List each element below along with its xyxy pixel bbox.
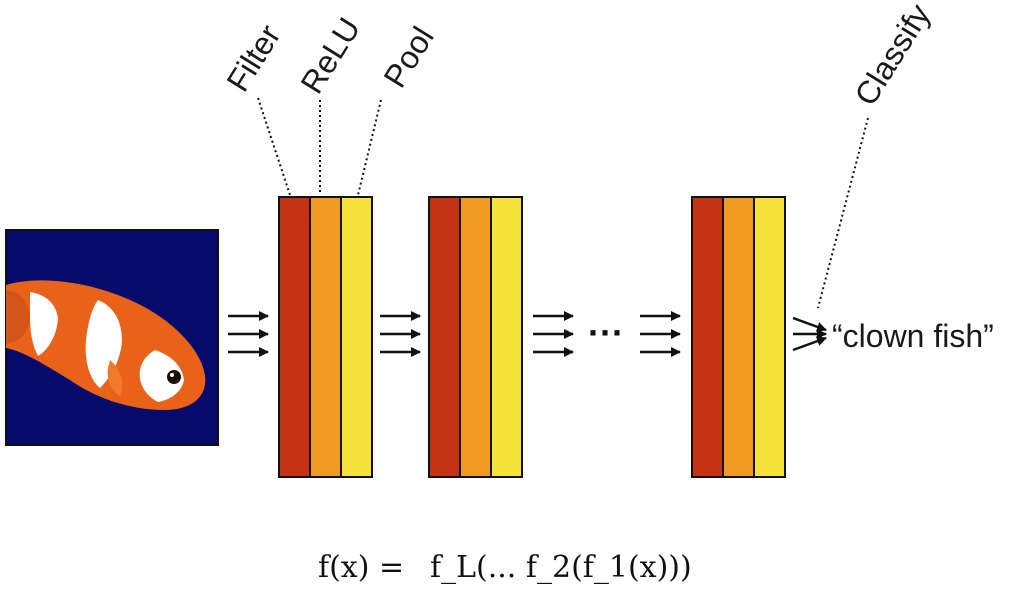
filter-layer <box>691 196 724 478</box>
output-label: “clown fish” <box>832 318 994 354</box>
layer-block-2 <box>428 196 523 478</box>
filter-layer <box>428 196 461 478</box>
layer-block-1 <box>278 196 373 478</box>
clown-fish-icon <box>6 280 206 410</box>
formula-rhs: f_L(... f_2(f_1(x))) <box>430 550 692 585</box>
filter-layer <box>278 196 311 478</box>
arrows-block2-to-ellipsis <box>533 311 574 357</box>
arrows-block3-to-output <box>792 316 827 352</box>
filter-leader-line <box>257 97 291 196</box>
pool-layer <box>753 196 786 478</box>
arrows-ellipsis-to-block3 <box>640 311 681 357</box>
formula-lhs: f(x) = <box>318 550 404 585</box>
classify-label: Classify <box>847 0 937 112</box>
pool-leader-line <box>357 99 382 196</box>
arrows-input-to-block1 <box>228 311 269 357</box>
relu-layer <box>309 196 342 478</box>
pool-layer <box>340 196 373 478</box>
composition-formula: f(x) = f_L(... f_2(f_1(x))) <box>318 550 692 585</box>
relu-label: ReLU <box>293 11 367 99</box>
arrows-block1-to-block2 <box>380 311 421 357</box>
relu-layer <box>722 196 755 478</box>
leader-lines <box>257 97 869 309</box>
ellipsis: ··· <box>588 312 624 353</box>
pool-layer <box>490 196 523 478</box>
relu-layer <box>459 196 492 478</box>
layer-block-3 <box>691 196 786 478</box>
classify-leader-line <box>817 117 869 309</box>
pool-label: Pool <box>376 20 440 93</box>
input-image-clown-fish <box>5 229 219 446</box>
filter-label: Filter <box>219 18 287 98</box>
